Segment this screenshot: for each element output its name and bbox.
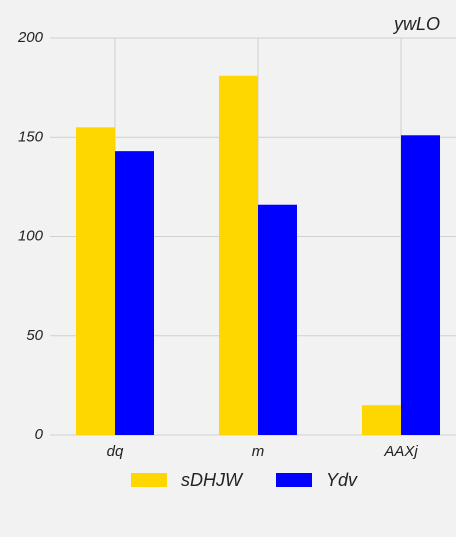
x-tick-label: AAXj <box>383 443 418 460</box>
bars <box>76 75 440 435</box>
bar-Ydv-dq <box>115 151 154 435</box>
legend-label-Ydv: Ydv <box>326 470 358 490</box>
bar-sDHJW-dq <box>76 127 115 435</box>
chart-title: ywLO <box>392 14 440 34</box>
x-tick-label: m <box>252 443 265 460</box>
y-tick-label: 0 <box>35 426 44 443</box>
y-tick-label: 100 <box>18 228 44 245</box>
bar-Ydv-AAXj <box>401 135 440 435</box>
legend-swatch-sDHJW <box>131 473 167 487</box>
legend-label-sDHJW: sDHJW <box>181 470 244 490</box>
legend: sDHJW Ydv <box>131 470 358 490</box>
bar-Ydv-m <box>258 204 297 435</box>
y-tick-label: 200 <box>17 29 44 46</box>
y-tick-label: 50 <box>26 327 43 344</box>
y-tick-label: 150 <box>18 128 44 145</box>
x-tick-label: dq <box>107 443 124 460</box>
bar-sDHJW-m <box>219 75 258 435</box>
legend-swatch-Ydv <box>276 473 312 487</box>
y-axis-ticks: 0 50 100 150 200 <box>17 29 44 443</box>
bar-sDHJW-AAXj <box>362 405 401 435</box>
x-axis-ticks: dq m AAXj <box>107 443 419 460</box>
